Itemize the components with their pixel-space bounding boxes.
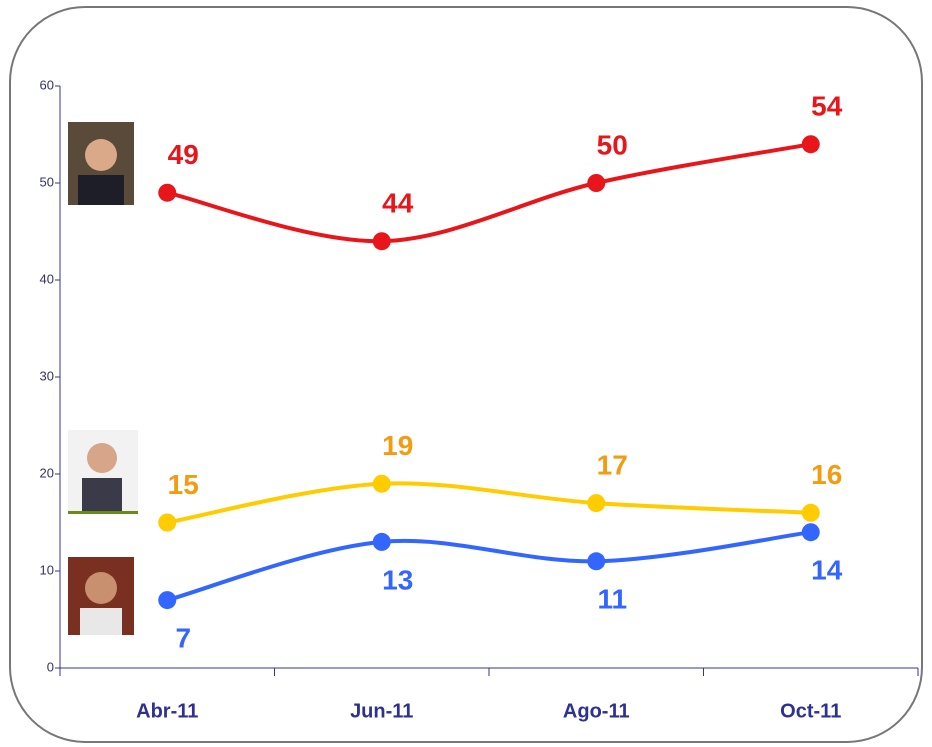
x-tick-label: Oct-11 (780, 700, 841, 722)
data-point (373, 232, 391, 250)
data-point (587, 494, 605, 512)
photo-suit (78, 175, 124, 205)
series-line (167, 532, 811, 600)
photo-blouse (80, 608, 122, 635)
data-point (802, 135, 820, 153)
x-tick-label: Abr-11 (136, 700, 198, 722)
data-label: 49 (168, 139, 199, 170)
y-tick-label: 30 (40, 368, 54, 383)
data-point (802, 523, 820, 541)
photo-underline (68, 511, 138, 514)
photo-face (85, 572, 117, 604)
y-tick-label: 0 (47, 659, 54, 674)
data-label: 13 (382, 564, 413, 595)
data-label: 54 (811, 91, 843, 122)
photo-suit (82, 478, 122, 512)
photo-face (85, 139, 117, 171)
data-point (158, 184, 176, 202)
data-label: 17 (597, 449, 628, 480)
data-label: 15 (168, 469, 199, 500)
data-point (802, 504, 820, 522)
x-tick-label: Jun-11 (350, 700, 413, 722)
photo-face (87, 443, 117, 473)
data-point (587, 174, 605, 192)
data-label: 14 (811, 555, 843, 586)
series-line (167, 483, 811, 522)
frame (10, 7, 922, 742)
y-tick-label: 60 (40, 77, 54, 92)
data-label: 7 (175, 622, 191, 653)
data-label: 44 (382, 188, 414, 219)
y-tick-label: 10 (40, 562, 54, 577)
data-point (373, 533, 391, 551)
y-tick-label: 50 (40, 174, 54, 189)
data-point (158, 514, 176, 532)
data-point (587, 552, 605, 570)
candidate-photos (68, 122, 138, 635)
data-label: 50 (597, 129, 628, 160)
y-tick-label: 40 (40, 271, 54, 286)
series-line (167, 144, 811, 241)
data-point (158, 591, 176, 609)
chart: 0 10 20 30 40 50 60 Abr-11 Jun-11 Ago-11 Oct-11 49 4… (0, 0, 932, 747)
data-label: 11 (597, 584, 627, 615)
data-label: 19 (382, 430, 413, 461)
y-tick-label: 20 (40, 465, 54, 480)
data-point (373, 475, 391, 493)
x-tick-label: Ago-11 (563, 700, 630, 722)
data-label: 16 (811, 459, 842, 490)
